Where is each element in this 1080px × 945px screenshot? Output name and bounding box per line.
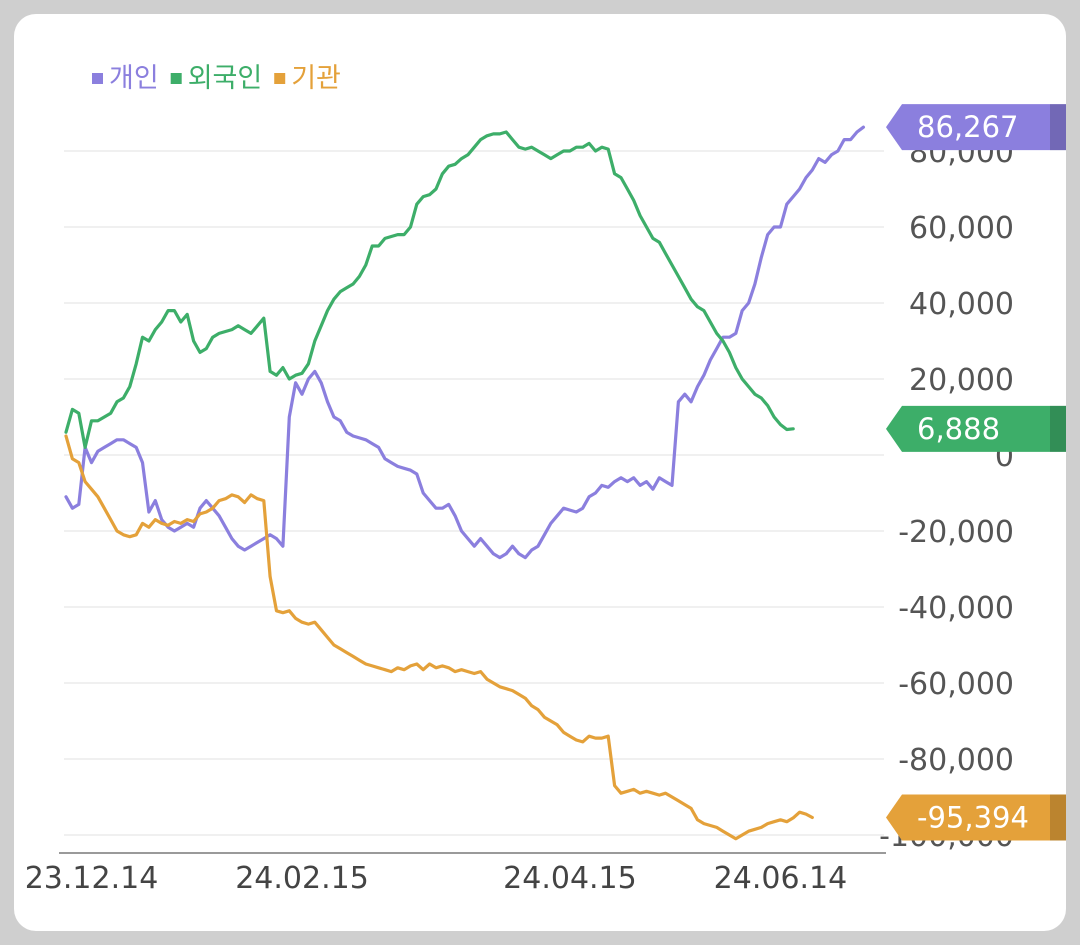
value-tag: [886, 794, 1066, 841]
series-lines: [64, 125, 866, 841]
y-tick-label: -40,000: [898, 591, 1014, 626]
value-tag-label: 6,888: [917, 412, 1000, 446]
x-tick-label: 24.06.14: [714, 861, 848, 896]
x-axis: 23.12.14 24.02.15 24.04.15 24.06.14: [25, 852, 886, 896]
legend-swatch: [170, 73, 182, 84]
value-tag-shade: [1050, 405, 1066, 452]
value-tag-label: -95,394: [917, 800, 1029, 834]
y-tick-label: 20,000: [909, 363, 1014, 398]
x-tick-label: 24.04.15: [503, 861, 637, 896]
legend-swatch: [274, 73, 286, 84]
last-value-tags: 86,267 6,888 -95,394: [886, 104, 1066, 841]
legend-swatch: [92, 73, 103, 84]
investor-flow-chart: 80,00060,00040,00020,0000-20,000-40,000-…: [25, 63, 1066, 896]
y-axis-ticks: 80,00060,00040,00020,0000-20,000-40,000-…: [879, 135, 1014, 854]
series-line: [64, 434, 814, 841]
y-tick-label: -60,000: [898, 667, 1014, 702]
legend-label: 외국인: [188, 63, 263, 94]
value-tag-label: 86,267: [917, 110, 1018, 144]
series-line: [64, 125, 866, 560]
value-tag: [886, 405, 1066, 452]
y-tick-label: -20,000: [898, 515, 1014, 550]
y-tick-label: 60,000: [909, 211, 1014, 246]
legend-label: 기관: [291, 63, 341, 94]
series-line: [64, 130, 795, 449]
value-tag: [886, 104, 1066, 151]
legend-label: 개인: [109, 63, 159, 94]
chart-card: 80,000 60,000 40,000 20,000 0 -20,000 -40,000-…: [14, 14, 1066, 931]
y-tick-label: 40,000: [909, 287, 1014, 322]
x-tick-label: 24.02.15: [235, 861, 369, 896]
value-tag-shade: [1050, 104, 1066, 151]
value-tag-shade: [1050, 794, 1066, 841]
grid-lines: [64, 150, 884, 836]
legend: 개인 외국인 기관: [92, 63, 341, 94]
x-tick-label: 23.12.14: [25, 861, 159, 896]
y-tick-label: -80,000: [898, 743, 1014, 778]
